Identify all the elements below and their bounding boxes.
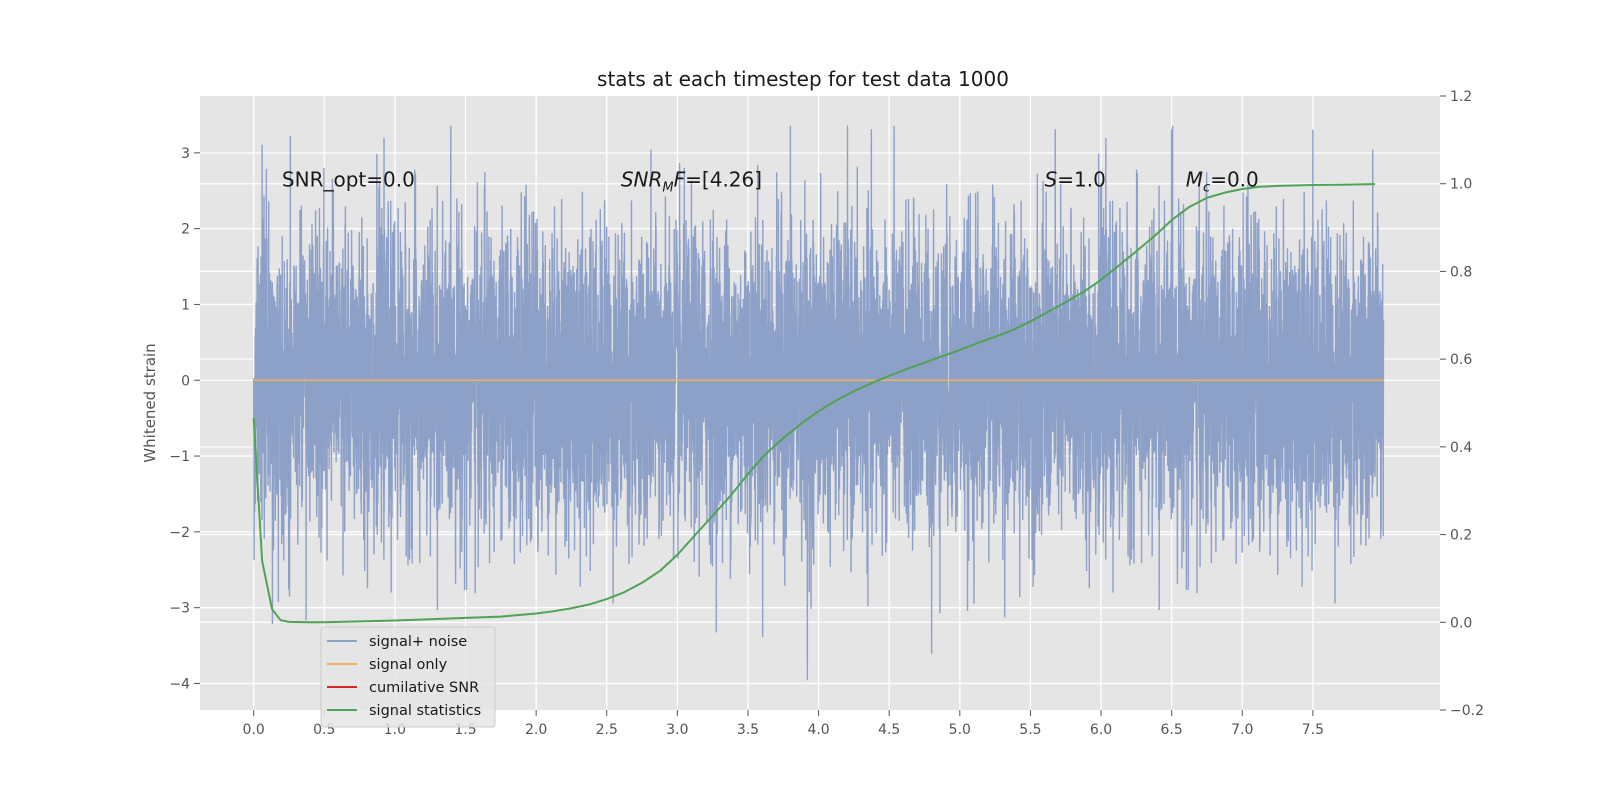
legend-label-3: signal statistics	[369, 703, 481, 719]
x-tick-label-15: 7.5	[1302, 722, 1324, 738]
x-tick-label-0: 0.0	[243, 722, 265, 738]
series-signal-statistics-line	[252, 183, 1376, 624]
legend-label-0: signal+ noise	[369, 634, 467, 650]
y2-tick-label-2: 0.2	[1450, 528, 1472, 544]
y2-tick-label-3: 0.4	[1450, 440, 1472, 456]
y2-tick-label-4: 0.6	[1450, 352, 1472, 368]
y-tick-label-7: 3	[181, 146, 190, 162]
x-tick-label-6: 3.0	[666, 722, 688, 738]
annotation-3: Mc=0.0	[1186, 167, 1259, 195]
legend-label-2: cumilative SNR	[369, 680, 479, 696]
annotation-3-value: =0.0	[1210, 167, 1259, 191]
x-tick-label-13: 6.5	[1161, 722, 1183, 738]
annotation-1: SNRMF=[4.26]	[621, 167, 762, 195]
y-tick-label-1: −3	[169, 601, 190, 617]
y-tick-label-4: 0	[181, 373, 190, 389]
x-tick-label-8: 4.0	[807, 722, 829, 738]
legend: signal+ noise signal only cumilative SNR si…	[320, 626, 496, 728]
legend-label-1: signal only	[369, 657, 448, 673]
annotations: SNR_opt=0.0 SNRMF=[4.26] S=1.0 Mc=0.0	[282, 167, 1259, 195]
annotation-2: S=1.0	[1045, 167, 1106, 191]
annotation-0: SNR_opt=0.0	[282, 167, 415, 191]
x-tick-label-11: 5.5	[1019, 722, 1041, 738]
y2-tick-label-5: 0.8	[1450, 264, 1472, 280]
annotation-1-value: =[4.26]	[685, 167, 762, 191]
x-tick-label-9: 4.5	[878, 722, 900, 738]
x-tick-label-5: 2.5	[596, 722, 618, 738]
x-tick-label-7: 3.5	[737, 722, 759, 738]
y-tick-label-3: −1	[169, 449, 190, 465]
y-tick-label-0: −4	[169, 676, 190, 692]
annotation-3-base: M	[1186, 167, 1203, 191]
x-tick-label-10: 5.0	[949, 722, 971, 738]
series-signal-noise-line	[252, 125, 1385, 681]
annotation-3-subscript: c	[1203, 180, 1210, 195]
x-tick-label-12: 6.0	[1090, 722, 1112, 738]
x-tick-label-14: 7.0	[1231, 722, 1253, 738]
annotation-2-base: S	[1045, 167, 1058, 191]
y2-tick-label-7: 1.2	[1450, 89, 1472, 105]
y2-tick-label-0: −0.2	[1450, 703, 1484, 719]
annotation-1-base: SNR	[621, 167, 663, 191]
y-tick-label-2: −2	[169, 525, 190, 541]
x-tick-label-4: 2.0	[525, 722, 547, 738]
y-axis-ticks: −4 −3 −2 −1 0 1 2 3	[169, 146, 200, 692]
y2-tick-label-6: 1.0	[1450, 177, 1472, 193]
annotation-2-value: =1.0	[1057, 167, 1106, 191]
right-y-axis-ticks: −0.2 0.0 0.2 0.4 0.6 0.8 1.0 1.2	[1440, 89, 1484, 719]
chart-title: stats at each timestep for test data 100…	[597, 67, 1009, 91]
y-tick-label-6: 2	[181, 222, 190, 238]
legend-box	[320, 626, 496, 728]
series-layer	[252, 125, 1385, 681]
annotation-1-italic: F	[674, 167, 686, 191]
y-axis-label: Whitened strain	[141, 343, 159, 462]
annotation-1-subscript: M	[662, 180, 673, 195]
y2-tick-label-1: 0.0	[1450, 615, 1472, 631]
y-tick-label-5: 1	[181, 297, 190, 313]
